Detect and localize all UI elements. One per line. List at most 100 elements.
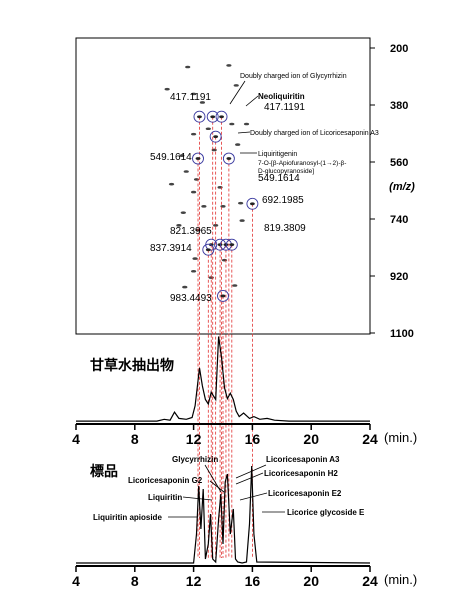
compound-label: Liquiritigenin xyxy=(258,151,297,158)
ms-spot xyxy=(233,84,239,87)
ms-spot xyxy=(180,211,186,214)
ms-peak-spot xyxy=(205,248,211,252)
ms-peak-circle xyxy=(193,110,206,123)
ms-peak-circle xyxy=(222,152,235,165)
ms-peak-circle xyxy=(209,130,222,143)
ms-spot xyxy=(201,205,207,208)
time-tick-label: 8 xyxy=(131,431,139,447)
ms-spot xyxy=(199,101,206,104)
mass-label: 692.1985 xyxy=(262,195,304,206)
ms-spot xyxy=(179,154,185,157)
ms-spot xyxy=(191,132,197,136)
ms-map-frame xyxy=(75,37,371,335)
ms-peak-circle xyxy=(217,290,229,302)
ms-peak-circle xyxy=(192,152,204,165)
ms-spot xyxy=(243,122,250,126)
compound-label: 7-O-[β-Apiofuranosyl-(1→2)-β- xyxy=(258,160,346,167)
mass-label: 549.1614 xyxy=(150,152,192,163)
pointer-arrows xyxy=(229,80,259,154)
pointer-arrow xyxy=(229,80,246,105)
ms-peak-circle xyxy=(202,243,215,256)
peak-label-liquiritin-apioside: Liquiritin apioside xyxy=(93,513,162,522)
ms-spot xyxy=(232,284,238,287)
mass-label: 549.1614 xyxy=(258,173,300,184)
time-tick-label: 8 xyxy=(131,573,139,589)
time-tick-label: 16 xyxy=(245,573,261,589)
mass-label: 821.3965 xyxy=(170,226,212,237)
compound-label: Neoliquiritin xyxy=(258,92,305,101)
ms-spot xyxy=(164,87,170,91)
extract-x-unit: (min.) xyxy=(384,430,417,445)
ms-dashed-guides xyxy=(197,116,253,558)
peak-pointer xyxy=(235,464,267,479)
ms-peak-circle xyxy=(206,110,219,123)
ms-spot xyxy=(229,122,235,126)
ms-spot xyxy=(182,285,188,289)
extract-x-ticks: 4 8 12 16 20 24 xyxy=(72,424,378,447)
ms-spot xyxy=(191,269,197,273)
standard-title: 標品 xyxy=(90,463,118,479)
ms-peak-circle xyxy=(215,110,228,123)
time-tick-label: 24 xyxy=(362,573,378,589)
ms-circled-peaks xyxy=(192,110,259,302)
peak-pointer xyxy=(235,472,264,485)
compound-label: D-glucopyranoside] xyxy=(258,168,314,175)
standard-x-unit: (min.) xyxy=(384,572,417,587)
ms-spot xyxy=(176,224,182,227)
ms-peak-spot xyxy=(226,157,232,160)
mz-axis: 200 380 560 740 920 1100 xyxy=(370,43,414,340)
time-tick-label: 20 xyxy=(303,573,319,589)
pointer-arrow xyxy=(237,131,251,134)
compound-label: Doubly charged ion of Glycyrrhizin xyxy=(240,73,347,80)
ms-peak-spot xyxy=(197,115,202,119)
mass-label: 983.4493 xyxy=(170,293,212,304)
ms-spot xyxy=(239,219,245,222)
mass-label: 837.3914 xyxy=(150,243,192,254)
ms-peak-circle xyxy=(246,197,259,210)
peak-pointer xyxy=(182,496,213,501)
ms-spot xyxy=(226,64,232,67)
mass-label: 819.3809 xyxy=(264,223,306,234)
mz-tick-label: 560 xyxy=(390,157,408,169)
time-tick-label: 20 xyxy=(303,431,319,447)
ms-spot xyxy=(238,201,244,205)
ms-peak-spot xyxy=(219,115,224,119)
peak-label-licorice-glycoside-e: Licorice glycoside E xyxy=(287,508,365,517)
peak-pointer xyxy=(239,492,268,501)
mass-label: 417.1191 xyxy=(264,102,305,113)
peak-label-liquiritin: Liquiritin xyxy=(148,493,182,502)
peak-pointer xyxy=(209,480,225,493)
ms-map-panel: 200 380 560 740 920 1100 (m/z) 417.1191 417.1… xyxy=(75,37,415,558)
time-tick-label: 12 xyxy=(186,431,202,447)
ms-spot xyxy=(183,170,189,173)
ms-peak-spot xyxy=(250,202,255,206)
ms-spot xyxy=(185,65,191,69)
mz-tick-label: 1100 xyxy=(390,328,414,340)
mz-tick-label: 920 xyxy=(390,271,408,283)
ms-peak-spot xyxy=(220,294,226,298)
ms-peak-spot xyxy=(213,135,219,139)
mz-tick-label: 200 xyxy=(390,43,408,55)
ms-spot xyxy=(191,92,197,96)
peak-label-licoricesaponin-a3: Licoricesaponin A3 xyxy=(266,455,340,464)
extract-trace xyxy=(76,336,370,422)
ms-peak-spot xyxy=(229,243,235,247)
mz-tick-label: 380 xyxy=(390,100,408,112)
ms-spot xyxy=(191,190,197,194)
peak-pointer-arrows xyxy=(168,464,285,518)
peak-label-licoricesaponin-e2: Licoricesaponin E2 xyxy=(268,489,342,498)
ms-peak-circle xyxy=(225,238,238,251)
ms-spot xyxy=(213,224,219,227)
ms-peak-spot xyxy=(210,115,216,119)
time-tick-label: 16 xyxy=(245,431,261,447)
standard-trace xyxy=(76,465,371,564)
extract-chromatogram-panel: 甘草水抽出物 4 8 12 16 20 24 (min.) xyxy=(72,336,417,447)
pointer-arrow xyxy=(245,95,259,107)
time-tick-label: 4 xyxy=(72,573,80,589)
ms-spot xyxy=(235,143,241,146)
mz-axis-label: (m/z) xyxy=(389,181,415,193)
standard-chromatogram-panel: 標品 4 8 12 16 20 24 (min.) Glycyrrhizin Licori… xyxy=(72,455,417,589)
time-tick-label: 12 xyxy=(186,573,202,589)
compound-label: Doubly charged ion of Licoricesaponin A3 xyxy=(250,130,379,137)
